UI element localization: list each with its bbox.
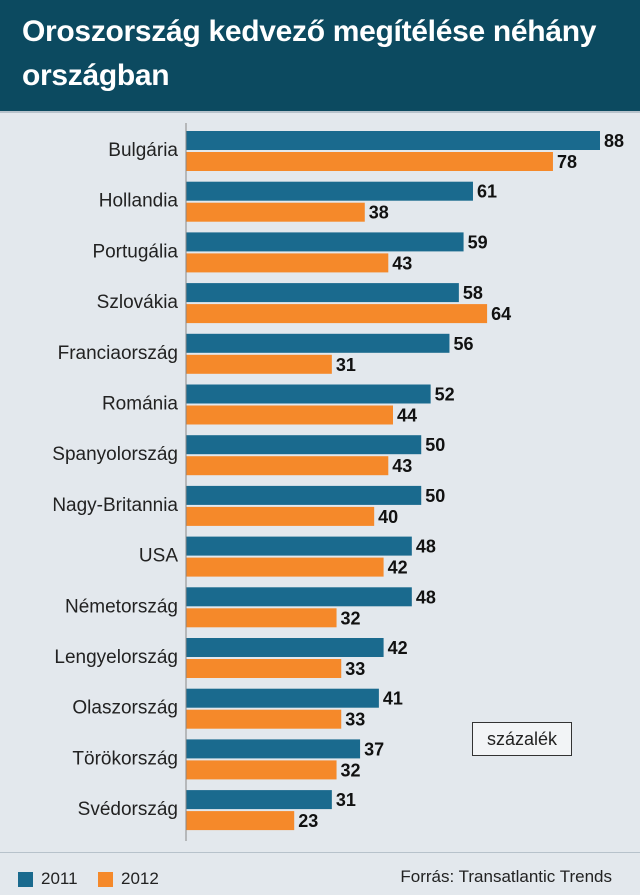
bar-2011-szlovakia [186, 283, 459, 303]
bar-2012-szlovakia [186, 304, 488, 324]
value-label-2012-hollandia: 38 [369, 203, 389, 223]
bar-2012-bulgaria [186, 152, 553, 171]
bar-2012-nemetorszag [186, 608, 337, 628]
value-label-2011-spanyolorszag: 50 [425, 435, 445, 455]
value-label-2012-romania: 44 [397, 406, 417, 426]
category-label-svedorszag: Svédország [78, 799, 178, 820]
bar-2012-portugalia [186, 253, 389, 273]
bar-2011-bulgaria [186, 131, 600, 150]
category-label-romania: Románia [102, 394, 178, 415]
legend-item-2012: 2012 [98, 869, 159, 889]
category-label-franciaorszag: Franciaország [58, 343, 178, 364]
bar-2011-nemetorszag [186, 587, 412, 607]
bar-2011-romania [186, 384, 431, 404]
legend-label-2011: 2011 [41, 869, 78, 888]
value-label-2011-bulgaria: 88 [604, 131, 624, 151]
bar-2011-olaszorszag [186, 688, 379, 708]
bar-2011-lengyelorszag [186, 638, 384, 657]
category-label-bulgaria: Bulgária [108, 140, 178, 161]
bar-2012-hollandia [186, 202, 365, 222]
bar-2011-usa [186, 536, 412, 556]
bar-2012-usa [186, 557, 384, 577]
value-label-2012-portugalia: 43 [392, 253, 412, 273]
bar-2012-svedorszag [186, 811, 295, 831]
category-label-nagy-britannia: Nagy-Britannia [52, 495, 178, 516]
source-note: Forrás: Transatlantic Trends [400, 867, 612, 886]
value-label-2012-lengyelorszag: 33 [345, 659, 365, 679]
bar-2011-hollandia [186, 181, 473, 201]
category-label-spanyolorszag: Spanyolország [52, 444, 178, 465]
category-label-torokorszag: Törökország [72, 748, 178, 769]
bar-2012-spanyolorszag [186, 456, 389, 476]
value-label-2011-szlovakia: 58 [463, 283, 483, 303]
bar-2012-nagy-britannia [186, 506, 375, 526]
category-label-lengyelorszag: Lengyelország [54, 647, 178, 668]
bar-2011-svedorszag [186, 790, 332, 810]
bar-2012-torokorszag [186, 760, 337, 780]
value-label-2011-romania: 52 [435, 385, 455, 405]
bar-2011-portugalia [186, 232, 464, 252]
value-label-2012-szlovakia: 64 [491, 304, 511, 324]
value-label-2012-spanyolorszag: 43 [392, 456, 412, 476]
value-label-2012-franciaorszag: 31 [336, 355, 356, 375]
legend-swatch-2011 [18, 871, 33, 887]
category-label-szlovakia: Szlovákia [97, 292, 179, 313]
bar-2011-spanyolorszag [186, 435, 422, 455]
legend-label-2012: 2012 [121, 869, 159, 888]
chart-title: Oroszország kedvező megítélése néhány or… [22, 15, 597, 92]
value-label-2011-svedorszag: 31 [336, 790, 356, 810]
chart-footer: 2011 2012 Forrás: Transatlantic Trends [0, 852, 640, 895]
chart-header: Oroszország kedvező megítélése néhány or… [0, 0, 640, 111]
category-label-olaszorszag: Olaszország [72, 698, 178, 719]
value-label-2012-bulgaria: 78 [557, 152, 577, 172]
bar-2011-nagy-britannia [186, 485, 422, 505]
value-label-2012-nemetorszag: 32 [341, 608, 361, 628]
value-label-2011-nemetorszag: 48 [416, 587, 436, 607]
bar-2012-romania [186, 405, 393, 425]
value-label-2011-torokorszag: 37 [364, 739, 384, 759]
unit-label: százalék [472, 722, 572, 756]
category-label-nemetorszag: Németország [65, 596, 178, 617]
bar-2011-torokorszag [186, 739, 361, 759]
value-label-2012-usa: 42 [388, 558, 408, 578]
legend-item-2011: 2011 [18, 869, 78, 889]
value-label-2012-nagy-britannia: 40 [378, 507, 398, 527]
bar-2012-lengyelorszag [186, 659, 342, 678]
category-label-usa: USA [139, 546, 178, 567]
category-label-hollandia: Hollandia [99, 191, 179, 212]
value-label-2011-hollandia: 61 [477, 182, 497, 202]
bar-2011-franciaorszag [186, 333, 450, 353]
bar-chart: Bulgária 88 78 Hollandia 61 38 Portugália 59 43 S… [52, 123, 624, 841]
value-label-2012-torokorszag: 32 [341, 760, 361, 780]
value-label-2011-franciaorszag: 56 [453, 334, 473, 354]
value-label-2011-usa: 48 [416, 537, 436, 557]
bar-2012-franciaorszag [186, 354, 332, 374]
bar-2012-olaszorszag [186, 709, 342, 729]
value-label-2011-olaszorszag: 41 [383, 689, 403, 709]
value-label-2011-lengyelorszag: 42 [388, 638, 408, 658]
value-label-2012-olaszorszag: 33 [345, 710, 365, 730]
value-label-2011-portugalia: 59 [468, 232, 488, 252]
value-label-2011-nagy-britannia: 50 [425, 486, 445, 506]
header-divider [0, 111, 640, 113]
legend-swatch-2012 [98, 871, 113, 887]
category-label-portugalia: Portugália [92, 241, 178, 262]
value-label-2012-svedorszag: 23 [298, 811, 318, 831]
